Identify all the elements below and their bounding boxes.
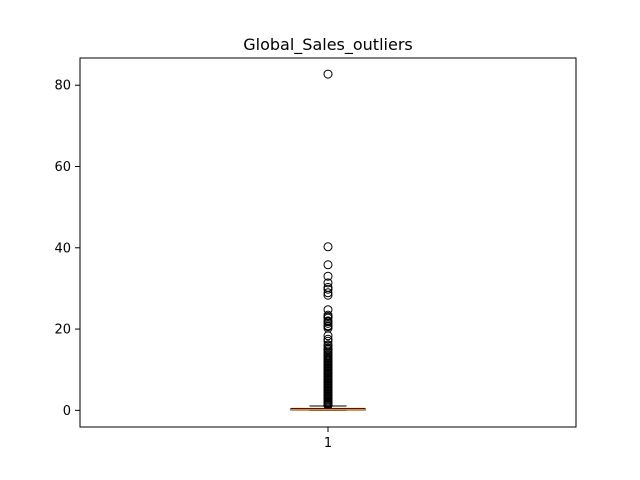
- y-tick-label: 40: [54, 241, 71, 256]
- chart-title: Global_Sales_outliers: [243, 35, 412, 55]
- y-tick-label: 0: [63, 404, 71, 419]
- x-axis: 1: [324, 427, 332, 451]
- y-tick-label: 80: [54, 79, 71, 94]
- outlier-point: [323, 288, 333, 298]
- y-tick-label: 60: [54, 160, 71, 175]
- outlier-points: [323, 69, 333, 410]
- y-axis: 0 20 40 60 80: [54, 79, 80, 419]
- outlier-point: [323, 260, 333, 270]
- outlier-point: [323, 331, 333, 341]
- y-tick-label: 20: [54, 323, 71, 338]
- outlier-point: [323, 271, 333, 281]
- outlier-point: [323, 318, 333, 328]
- outlier-point: [323, 290, 333, 300]
- outlier-point: [323, 242, 333, 252]
- outlier-point: [323, 278, 333, 288]
- box-element: [290, 405, 366, 411]
- x-tick-label: 1: [324, 436, 332, 451]
- outlier-point: [323, 69, 333, 79]
- outlier-point: [323, 284, 333, 294]
